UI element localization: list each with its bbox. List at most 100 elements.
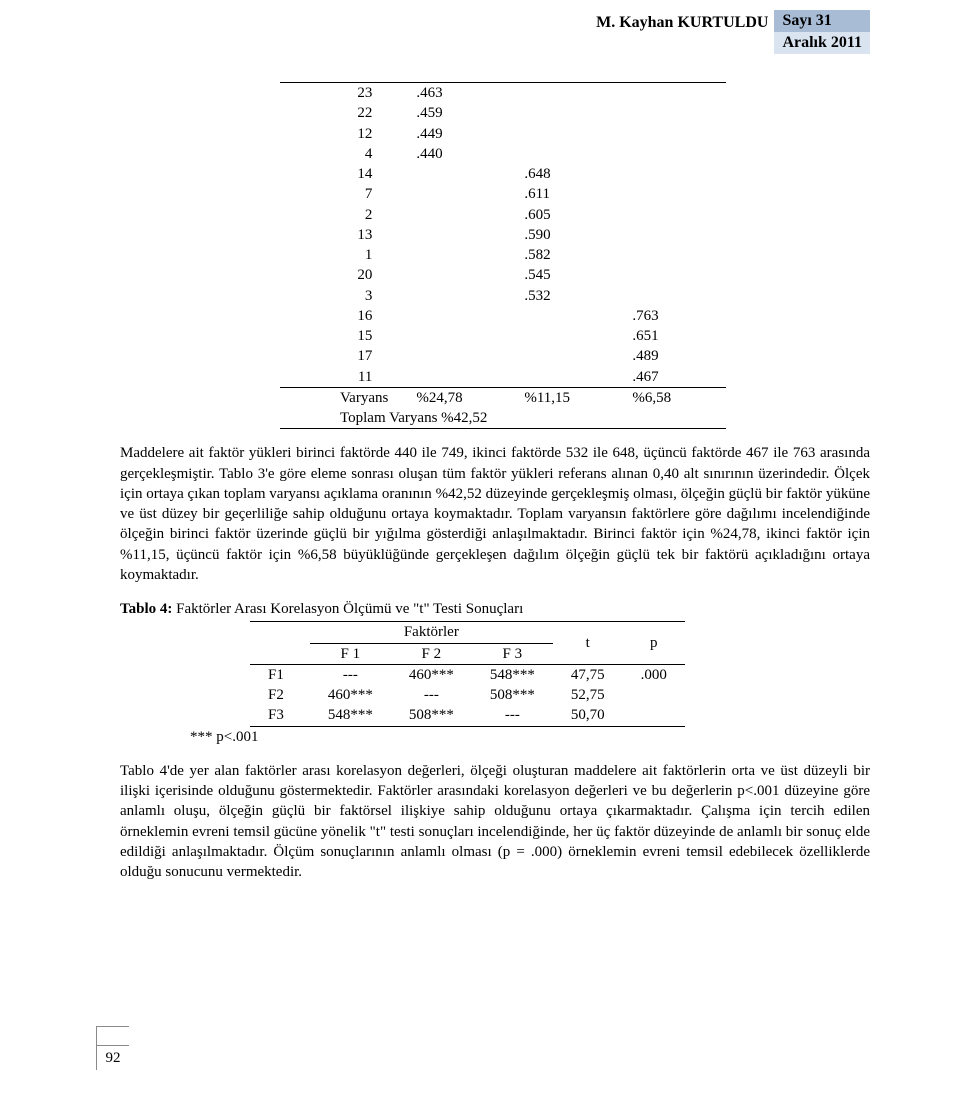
corr-cell: 508***	[472, 685, 553, 705]
loading-value	[510, 144, 618, 164]
table-row: 16 .763	[280, 306, 726, 326]
loading-value	[510, 83, 618, 104]
loading-value	[618, 205, 726, 225]
loading-value: .763	[618, 306, 726, 326]
loading-value: .532	[510, 286, 618, 306]
page-header: M. Kayhan KURTULDU Sayı 31 Aralık 2011	[120, 0, 870, 82]
table-row: 13 .590	[280, 225, 726, 245]
corr-cell: 47,75	[553, 664, 623, 685]
loading-value: .489	[618, 346, 726, 366]
issue-date: Aralık 2011	[774, 32, 870, 54]
table-row: 23.463	[280, 83, 726, 104]
item-number: 16	[280, 306, 402, 326]
table-row: 1 .582	[280, 245, 726, 265]
corr-cell: ---	[391, 685, 472, 705]
table-row: 2.605	[280, 205, 726, 225]
loading-value	[510, 367, 618, 388]
item-number: 7	[280, 184, 402, 204]
loading-value	[618, 245, 726, 265]
loading-value: .467	[618, 367, 726, 388]
loading-value	[402, 286, 510, 306]
item-number: 13	[280, 225, 402, 245]
loading-value	[510, 346, 618, 366]
loading-value	[402, 306, 510, 326]
loading-value	[618, 144, 726, 164]
table-row: 22.459	[280, 103, 726, 123]
table-row: 17.489	[280, 346, 726, 366]
loading-value: .651	[618, 326, 726, 346]
table-row: 14.648	[280, 164, 726, 184]
table-row: F2460***---508***52,75	[250, 685, 685, 705]
item-number: 22	[280, 103, 402, 123]
loading-value	[402, 184, 510, 204]
variance-value: %24,78	[402, 387, 510, 408]
correlation-table: Faktörler t p F 1F 2F 3 F1---460***548**…	[250, 621, 685, 726]
table-row: 20.545	[280, 265, 726, 285]
loading-value	[402, 265, 510, 285]
variance-value: %6,58	[618, 387, 726, 408]
corr-cell: 548***	[310, 705, 391, 726]
corr-cell: 50,70	[553, 705, 623, 726]
loading-value	[402, 326, 510, 346]
significance-note: *** p<.001	[190, 727, 870, 747]
corr-cell: 460***	[391, 664, 472, 685]
loading-value	[402, 367, 510, 388]
table-row: F1---460***548***47,75.000	[250, 664, 685, 685]
total-variance-label: Toplam Varyans %42,52	[280, 408, 726, 429]
corr-header-group: Faktörler	[310, 622, 553, 643]
loading-value	[618, 83, 726, 104]
paragraph-2: Tablo 4'de yer alan faktörler arası kore…	[120, 761, 870, 883]
variance-row: Varyans%24,78%11,15%6,58	[280, 387, 726, 408]
corr-cell: ---	[472, 705, 553, 726]
item-number: 2	[280, 205, 402, 225]
page: M. Kayhan KURTULDU Sayı 31 Aralık 2011 2…	[0, 0, 960, 1094]
variance-value: %11,15	[510, 387, 618, 408]
loading-value: .611	[510, 184, 618, 204]
loading-value: .582	[510, 245, 618, 265]
total-variance-row: Toplam Varyans %42,52	[280, 408, 726, 429]
table4-title-bold: Tablo 4:	[120, 601, 172, 617]
item-number: 12	[280, 124, 402, 144]
loading-value: .590	[510, 225, 618, 245]
corr-row-label: F2	[250, 685, 310, 705]
corr-header-p: p	[623, 622, 685, 665]
loading-value	[510, 326, 618, 346]
loading-value: .449	[402, 124, 510, 144]
item-number: 20	[280, 265, 402, 285]
item-number: 23	[280, 83, 402, 104]
table-row: 7 .611	[280, 184, 726, 204]
table-row: 11.467	[280, 367, 726, 388]
loading-value	[618, 103, 726, 123]
corr-row-label: F1	[250, 664, 310, 685]
loading-value	[402, 205, 510, 225]
corr-cell: 548***	[472, 664, 553, 685]
loading-value	[510, 124, 618, 144]
page-number-box: 92	[96, 1026, 129, 1070]
loading-value	[618, 164, 726, 184]
header-right: M. Kayhan KURTULDU Sayı 31 Aralık 2011	[596, 10, 870, 54]
item-number: 3	[280, 286, 402, 306]
corr-col-empty	[250, 622, 310, 665]
table4-title-rest: Faktörler Arası Korelasyon Ölçümü ve "t"…	[172, 601, 523, 617]
loading-value: .459	[402, 103, 510, 123]
loading-value	[402, 164, 510, 184]
item-number: 15	[280, 326, 402, 346]
loading-value: .440	[402, 144, 510, 164]
loading-value: .463	[402, 83, 510, 104]
issue-box: Sayı 31 Aralık 2011	[774, 10, 870, 54]
table-row: 3 .532	[280, 286, 726, 306]
table-row: 4.440	[280, 144, 726, 164]
corr-cell	[623, 705, 685, 726]
table-row: 15 .651	[280, 326, 726, 346]
variance-label: Varyans	[280, 387, 402, 408]
corr-cell: 52,75	[553, 685, 623, 705]
page-number: 92	[97, 1045, 129, 1070]
item-number: 1	[280, 245, 402, 265]
loading-value	[618, 286, 726, 306]
loading-value	[618, 124, 726, 144]
corr-cell: ---	[310, 664, 391, 685]
table-row: 12.449	[280, 124, 726, 144]
loading-value	[510, 306, 618, 326]
loading-value	[618, 265, 726, 285]
loading-value	[618, 225, 726, 245]
